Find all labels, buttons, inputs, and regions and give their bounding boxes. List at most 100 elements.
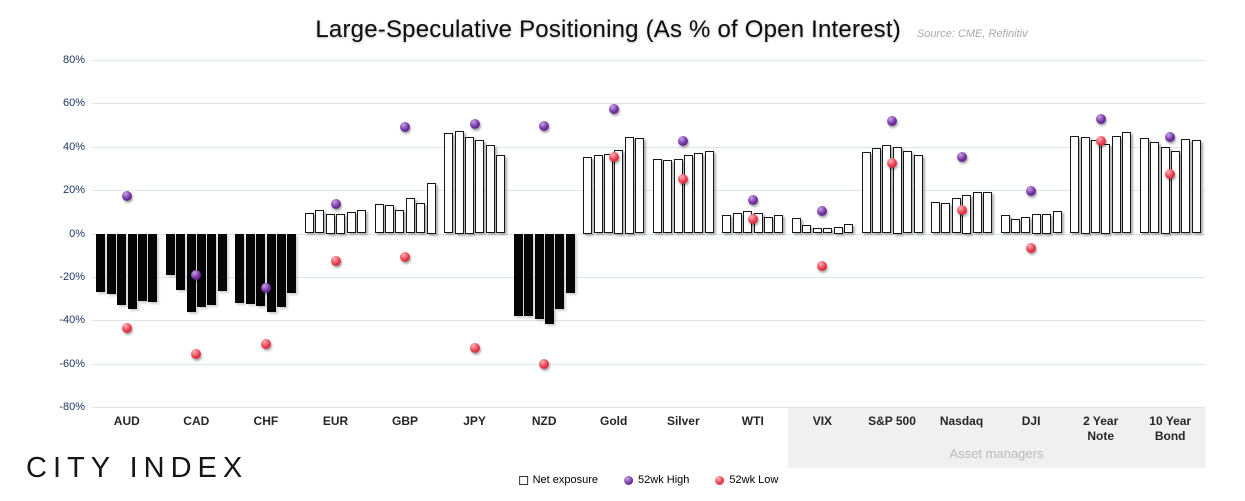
net-exposure-bar: [405, 197, 415, 234]
net-exposure-bar: [722, 215, 732, 234]
net-exposure-bar: [882, 144, 892, 234]
x-axis-label: NZD: [531, 414, 557, 428]
net-exposure-bar: [305, 212, 314, 234]
net-exposure-bar: [475, 140, 485, 234]
net-exposure-bar: [1111, 135, 1121, 234]
y-tick-label: 60%: [62, 97, 85, 109]
net-exposure-bar: [1091, 140, 1100, 234]
net-exposure-bar: [624, 137, 634, 234]
x-axis-label: DJI: [1021, 414, 1041, 428]
net-exposure-bar: [635, 138, 645, 234]
52wk-high-dot: [817, 205, 828, 216]
legend-label-52wk-low: 52wk Low: [729, 474, 779, 486]
net-exposure-bar: [704, 151, 714, 234]
legend-item-52wk-high: 52wk High: [624, 474, 689, 486]
net-exposure-bar: [673, 158, 683, 234]
52wk-low-dot: [191, 348, 202, 359]
x-axis-label: Gold: [600, 414, 628, 428]
net-exposure-bar: [544, 233, 554, 324]
52wk-high-dot: [400, 122, 410, 133]
y-gridline: [92, 190, 1205, 191]
net-exposure-bar: [1000, 215, 1010, 234]
net-exposure-bar: [496, 155, 506, 234]
net-exposure-bar: [217, 233, 227, 291]
52wk-low-dot: [330, 255, 341, 266]
net-exposure-bar: [903, 151, 913, 234]
52wk-low-dot: [678, 174, 689, 185]
52wk-low-dot: [747, 214, 758, 225]
net-exposure-bar: [791, 218, 801, 234]
net-exposure-bar: [802, 224, 812, 234]
net-exposure-bar: [384, 205, 394, 234]
x-axis-label: EUR: [322, 414, 349, 428]
net-exposure-bar: [763, 217, 773, 234]
52wk-high-dot: [121, 190, 132, 201]
net-exposure-bar: [614, 150, 624, 234]
net-exposure-bar: [96, 233, 106, 293]
52wk-high-dot: [608, 103, 619, 114]
x-axis-label: VIX: [812, 414, 833, 428]
net-exposure-bar: [186, 233, 196, 312]
y-tick-label: -80%: [59, 401, 85, 413]
asset-managers-region-box: [788, 408, 1205, 468]
52wk-high-dot: [747, 194, 758, 205]
net-exposure-bar: [555, 233, 565, 310]
x-axis-label: 10 Year Bond: [1149, 414, 1192, 443]
net-exposure-bar: [277, 233, 286, 308]
net-exposure-bar: [534, 233, 544, 320]
net-exposure-bar: [892, 146, 902, 234]
net-exposure-bar: [843, 223, 853, 234]
net-exposure-bar: [117, 233, 127, 306]
net-exposure-bar: [1191, 140, 1201, 234]
net-exposure-bar: [416, 203, 426, 234]
52wk-high-dot: [887, 115, 897, 126]
net-exposure-bar: [1160, 146, 1170, 234]
net-exposure-bar: [106, 233, 116, 295]
y-tick-label: -60%: [59, 358, 85, 370]
net-exposure-bar: [1052, 210, 1062, 234]
net-exposure-bar: [1101, 143, 1111, 234]
net-exposure-bar: [395, 209, 405, 234]
net-exposure-bar: [774, 215, 784, 234]
net-exposure-bar: [325, 214, 335, 234]
52wk-low-dot: [956, 204, 967, 215]
y-gridline: [92, 103, 1205, 104]
net-exposure-bar: [684, 155, 693, 234]
net-exposure-bar: [593, 155, 603, 234]
net-exposure-bar: [823, 228, 833, 234]
52wk-low-dot: [1095, 136, 1106, 147]
y-gridline: [92, 364, 1205, 365]
net-exposure-bar: [1011, 219, 1020, 234]
net-exposure-bar: [256, 233, 266, 307]
net-exposure-bar: [1031, 214, 1041, 234]
legend-item-52wk-low: 52wk Low: [715, 474, 778, 486]
net-exposure-bar: [266, 233, 276, 312]
net-exposure-bar: [315, 209, 325, 234]
net-exposure-bar: [148, 233, 158, 302]
net-exposure-bar: [972, 192, 982, 234]
52wk-high-dot: [539, 121, 550, 132]
52wk-high-dot: [469, 119, 480, 129]
net-exposure-bar: [1170, 151, 1180, 234]
net-exposure-bar: [983, 192, 992, 234]
net-exposure-bar: [245, 233, 255, 304]
legend-label-52wk-high: 52wk High: [638, 474, 690, 486]
net-exposure-bar: [426, 182, 436, 234]
net-exposure-bar: [833, 227, 843, 234]
52wk-low-dot: [1026, 242, 1037, 253]
y-gridline: [92, 407, 1205, 408]
net-exposure-bar: [1070, 135, 1080, 234]
52wk-high-dot: [191, 269, 202, 280]
net-exposure-bar: [694, 153, 704, 234]
net-exposure-bar: [604, 154, 613, 234]
y-tick-label: 40%: [62, 141, 85, 153]
net-exposure-bar: [513, 233, 523, 316]
net-exposure-bar: [941, 203, 951, 234]
52wk-low-dot: [260, 339, 271, 350]
net-exposure-bar: [1139, 138, 1149, 234]
net-exposure-bar: [1042, 214, 1052, 234]
52wk-high-dot: [1026, 186, 1037, 197]
y-gridline: [92, 277, 1205, 278]
52wk-low-dot: [1165, 168, 1176, 179]
